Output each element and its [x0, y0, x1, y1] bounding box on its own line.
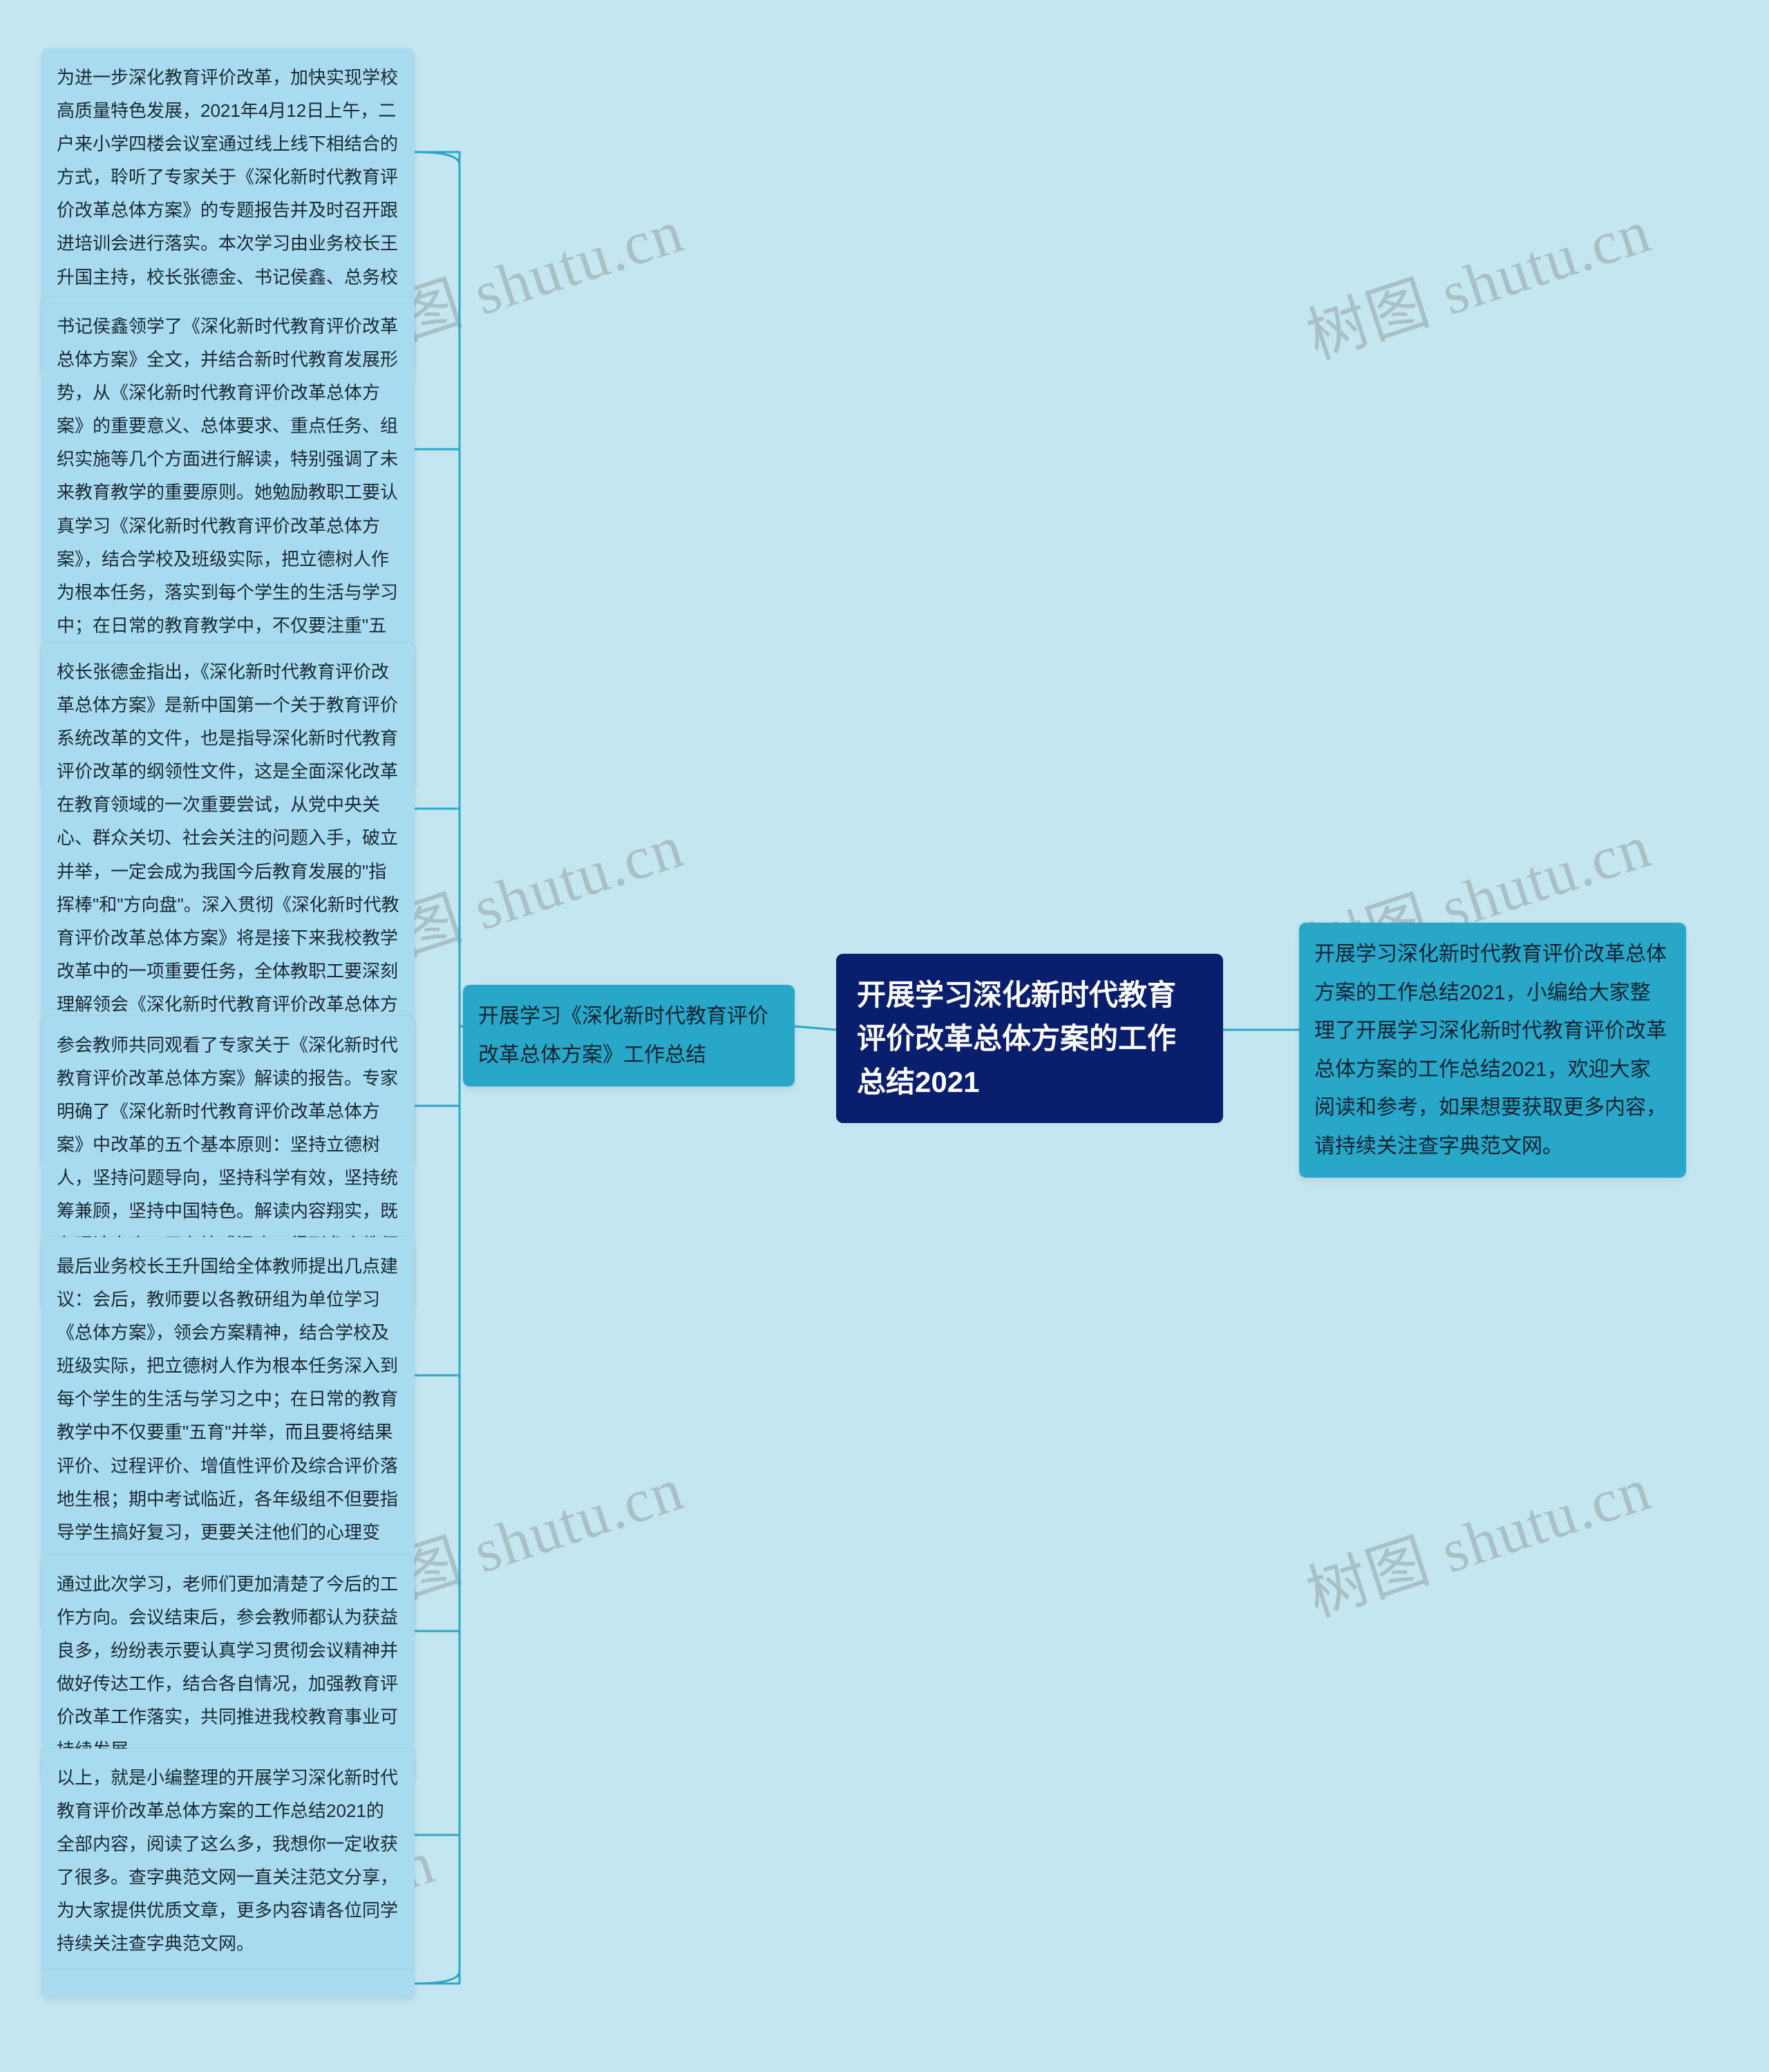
left-leaf-node[interactable]: 通过此次学习，老师们更加清楚了今后的工作方向。会议结束后，参会教师都认为获益良多…	[41, 1555, 415, 1780]
left-sub-text: 开展学习《深化新时代教育评价改革总体方案》工作总结	[478, 1005, 768, 1066]
left-leaf-text: 通过此次学习，老师们更加清楚了今后的工作方向。会议结束后，参会教师都认为获益良多…	[57, 1574, 398, 1760]
right-leaf-node[interactable]: 开展学习深化新时代教育评价改革总体方案的工作总结2021，小编给大家整理了开展学…	[1299, 923, 1686, 1178]
left-leaf-node[interactable]: 以上，就是小编整理的开展学习深化新时代教育评价改革总体方案的工作总结2021的全…	[41, 1749, 415, 1973]
center-node-text: 开展学习深化新时代教育评价改革总体方案的工作总结2021	[857, 979, 1176, 1098]
left-leaf-text: 以上，就是小编整理的开展学习深化新时代教育评价改革总体方案的工作总结2021的全…	[57, 1767, 398, 1954]
right-leaf-text: 开展学习深化新时代教育评价改革总体方案的工作总结2021，小编给大家整理了开展学…	[1314, 943, 1667, 1158]
center-node[interactable]: 开展学习深化新时代教育评价改革总体方案的工作总结2021	[836, 954, 1223, 1123]
tiny-empty-node[interactable]	[41, 1970, 415, 1997]
left-sub-node[interactable]: 开展学习《深化新时代教育评价改革总体方案》工作总结	[463, 985, 795, 1086]
